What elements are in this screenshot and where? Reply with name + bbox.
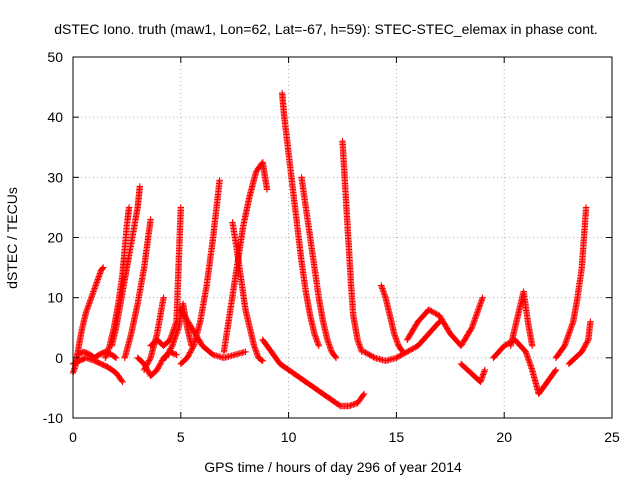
y-tick-label: 40 (47, 109, 63, 125)
data-point-group (298, 174, 340, 361)
x-tick-label: 20 (496, 429, 512, 445)
x-axis-label: GPS time / hours of day 296 of year 2014 (204, 459, 462, 475)
x-tick-label: 15 (389, 429, 405, 445)
y-tick-label: 20 (47, 230, 63, 246)
data-point-group (457, 360, 488, 386)
data-point-group (69, 354, 126, 386)
x-tick-label: 5 (177, 429, 185, 445)
x-tick-label: 0 (69, 429, 77, 445)
data-point-group (229, 219, 266, 364)
data-point-group (552, 204, 590, 361)
y-axis-label: dSTEC / TECUs (4, 187, 20, 289)
x-tick-label: 10 (281, 429, 297, 445)
axis-ticks: 0 5 10 15 20 25 -10 0 10 20 30 40 50 (43, 49, 620, 445)
data-point-group (220, 159, 271, 355)
y-tick-label: -10 (43, 410, 63, 426)
data-point-group (259, 336, 368, 410)
y-tick-label: 0 (55, 350, 63, 366)
y-tick-label: 30 (47, 169, 63, 185)
data-point-group (378, 282, 407, 355)
data-point-group (490, 336, 560, 398)
data-point-group (147, 204, 184, 349)
data-point-group (134, 348, 180, 380)
x-tick-label: 25 (604, 429, 620, 445)
y-tick-label: 50 (47, 49, 63, 65)
data-point-group (108, 183, 143, 349)
series-points (69, 89, 594, 410)
data-point-group (360, 318, 443, 364)
y-tick-label: 10 (47, 290, 63, 306)
data-point-group (121, 216, 154, 361)
data-point-group (177, 177, 223, 368)
data-point-group (507, 288, 536, 349)
data-point-group (102, 204, 133, 361)
data-point-group (565, 318, 594, 368)
data-point-group (177, 306, 249, 361)
data-point-group (278, 89, 322, 349)
data-point-group (339, 138, 366, 355)
data-point-group (404, 294, 486, 349)
chart-title: dSTEC Iono. truth (maw1, Lon=62, Lat=-67… (54, 21, 598, 37)
